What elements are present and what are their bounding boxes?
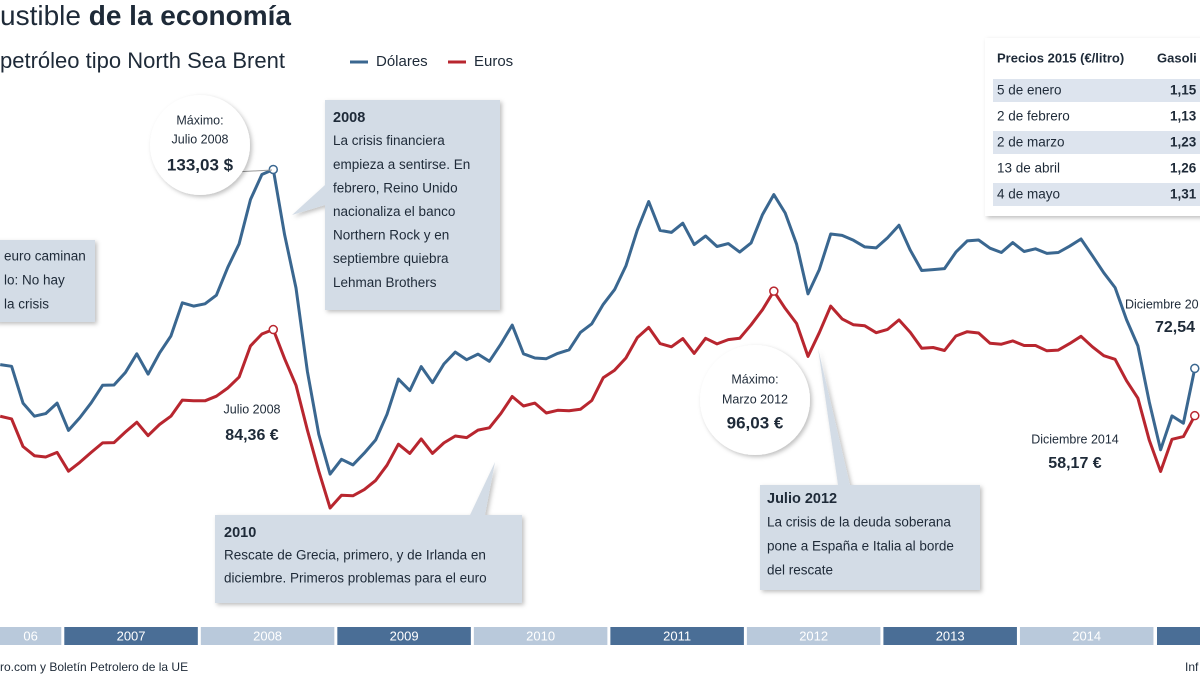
highlight-point <box>268 164 279 175</box>
highlight-point <box>1190 410 1200 421</box>
title-light: ustible <box>0 0 81 31</box>
x-tick-label: 2008 <box>253 628 282 643</box>
highlight-point <box>1190 363 1200 374</box>
source: ro.com y Boletín Petrolero de la UE <box>0 660 188 674</box>
year-band <box>746 627 881 645</box>
chart-title: ustible de la economía <box>0 0 291 31</box>
table-row <box>993 79 1200 102</box>
table-row <box>993 183 1200 206</box>
annotation-line: pone a España e Italia al borde <box>767 539 954 554</box>
x-tick-label: 2014 <box>1072 628 1101 643</box>
bubble <box>150 95 250 195</box>
annotation-line: La crisis financiera <box>333 133 445 148</box>
table-cell: 1,31 <box>1170 187 1197 202</box>
annotation-line: Northern Rock y en <box>333 228 449 243</box>
annotation-line: Máximo: <box>176 113 223 127</box>
series-line <box>0 289 1197 510</box>
annotation-line: La crisis de la deuda soberana <box>767 515 951 530</box>
legend-label: Euros <box>474 53 513 70</box>
x-tick-label: 2013 <box>936 628 965 643</box>
annotation-line: lo: No hay <box>4 273 65 288</box>
table-cell: 13 de abril <box>997 161 1060 176</box>
annotation-line: febrero, Reino Unido <box>333 180 458 195</box>
table-column: Gasoli <box>1157 50 1197 65</box>
subtitle: petróleo tipo North Sea Brent <box>0 48 285 73</box>
bubble <box>700 345 810 455</box>
table-cell: 1,26 <box>1170 161 1197 176</box>
plot-area <box>0 164 1200 510</box>
annotation-line: del rescate <box>767 563 833 578</box>
annotation-line: Julio 2008 <box>224 402 281 416</box>
credit: Inf <box>1185 660 1199 674</box>
annotation-line: nacionaliza el banco <box>333 204 455 219</box>
annotation-title: 2008 <box>333 110 365 126</box>
annotation-line: septiembre quiebra <box>333 251 449 266</box>
table-row <box>993 157 1200 180</box>
year-band <box>64 627 198 645</box>
series-line <box>0 168 1197 476</box>
title-bold: de la economía <box>89 0 292 31</box>
annotation: 2010 Rescate de Grecia, primero, y de Irl… <box>224 525 487 586</box>
annotation-value: 84,36 € <box>225 427 278 444</box>
table-cell: 1,15 <box>1170 83 1197 98</box>
annotation-box <box>760 348 980 590</box>
annotation-value: 72,54 <box>1155 319 1195 336</box>
year-band <box>337 627 471 645</box>
annotation-title: Julio 2012 <box>767 491 837 507</box>
x-axis: 06 2007 2008 2009 2010 2011 2012 2013 2014 <box>0 627 1154 645</box>
table: 5 de enero 1,15 2 de febrero 1,13 2 de marzo… <box>993 79 1200 206</box>
highlight-point <box>769 286 779 296</box>
highlight-point <box>268 324 279 335</box>
year-band <box>1019 627 1154 645</box>
table-cell: 1,13 <box>1170 109 1197 124</box>
annotation-line: euro caminan <box>4 249 86 264</box>
annotation-box <box>292 100 500 310</box>
annotation-line: Diciembre 20 <box>1125 297 1199 311</box>
x-tick-label: 2007 <box>117 628 146 643</box>
annotation-value: 96,03 € <box>727 413 784 432</box>
x-tick-label: 2012 <box>799 628 828 643</box>
table-cell: 4 de mayo <box>997 187 1060 202</box>
table-cell: 2 de marzo <box>997 135 1065 150</box>
year-band <box>0 627 62 645</box>
table-cell: 5 de enero <box>997 83 1062 98</box>
year-band <box>883 627 1017 645</box>
annotation-box <box>0 240 95 322</box>
annotation-line: Lehman Brothers <box>333 275 437 290</box>
year-band <box>473 627 608 645</box>
x-tick-label: 06 <box>23 628 37 643</box>
annotation-line: Diciembre 2014 <box>1031 432 1119 446</box>
table-row <box>993 105 1200 128</box>
annotation-value: 133,03 $ <box>167 155 234 174</box>
year-band <box>610 627 744 645</box>
x-tick-label: 2009 <box>390 628 419 643</box>
legend: Dólares Euros <box>350 53 513 70</box>
annotation-line: Máximo: <box>731 372 778 386</box>
table-cell: 2 de febrero <box>997 109 1070 124</box>
annotation-line: Marzo 2012 <box>722 392 788 406</box>
annotation-line: diciembre. Primeros problemas para el eu… <box>224 571 487 586</box>
year-band <box>200 627 335 645</box>
annotation-line: Rescate de Grecia, primero, y de Irlanda… <box>224 548 486 563</box>
table-title: Precios 2015 (€/litro) <box>997 50 1124 65</box>
x-tick-label: 2010 <box>526 628 555 643</box>
legend-label: Dólares <box>376 53 428 70</box>
annotation: 2008 La crisis financiera empieza a sentir… <box>333 110 470 290</box>
annotation-line: la crisis <box>4 297 49 312</box>
annotation-box <box>215 462 522 603</box>
annotation-line: empieza a sentirse. En <box>333 157 470 172</box>
annotation: Julio 2012 La crisis de la deuda soberana… <box>767 491 954 578</box>
table-row <box>993 131 1200 154</box>
annotation-value: 58,17 € <box>1048 455 1101 472</box>
annotation-title: 2010 <box>224 525 256 541</box>
table-cell: 1,23 <box>1170 135 1197 150</box>
x-tick-label: 2011 <box>663 628 691 643</box>
year-band <box>1157 627 1200 645</box>
annotation-line: Julio 2008 <box>172 132 229 146</box>
